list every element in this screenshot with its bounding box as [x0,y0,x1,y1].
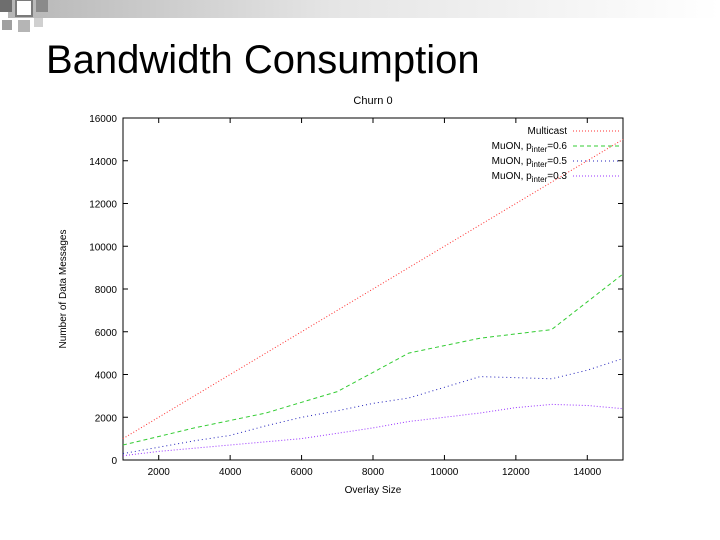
series-line-3 [122,403,624,457]
y-tick-label: 16000 [89,114,117,125]
x-tick-label: 4000 [219,467,242,478]
x-tick-label: 2000 [148,467,171,478]
y-tick-label: 6000 [95,328,118,339]
legend-label-2: MuON, pinter=0.5 [492,156,568,169]
x-tick-label: 6000 [290,467,313,478]
legend-label-3: MuON, pinter=0.3 [492,171,568,184]
title-decoration [0,0,720,32]
chart-title: Churn 0 [353,95,392,107]
series-line-2 [122,358,624,455]
y-tick-label: 8000 [95,285,118,296]
legend-label-1: MuON, pinter=0.6 [492,141,568,154]
x-tick-label: 10000 [431,467,459,478]
line-chart: 0 2000 4000 6000 8000 10000 12000 14000 16000 200… [58,95,624,496]
y-axis-label: Number of Data Messages [58,230,69,349]
slide-title: Bandwidth Consumption [46,38,480,82]
series-line-1 [122,273,624,446]
x-tick-label: 12000 [502,467,530,478]
x-axis-label: Overlay Size [345,485,402,496]
y-tick-label: 14000 [89,157,117,168]
y-tick-label: 0 [111,456,117,467]
y-tick-label: 2000 [95,413,118,424]
y-tick-label: 4000 [95,371,118,382]
series-line-0 [122,138,624,440]
legend-label-0: Multicast [528,126,568,137]
y-tick-label: 12000 [89,200,117,211]
y-tick-label: 10000 [89,242,117,253]
x-tick-label: 14000 [573,467,601,478]
x-tick-label: 8000 [362,467,385,478]
